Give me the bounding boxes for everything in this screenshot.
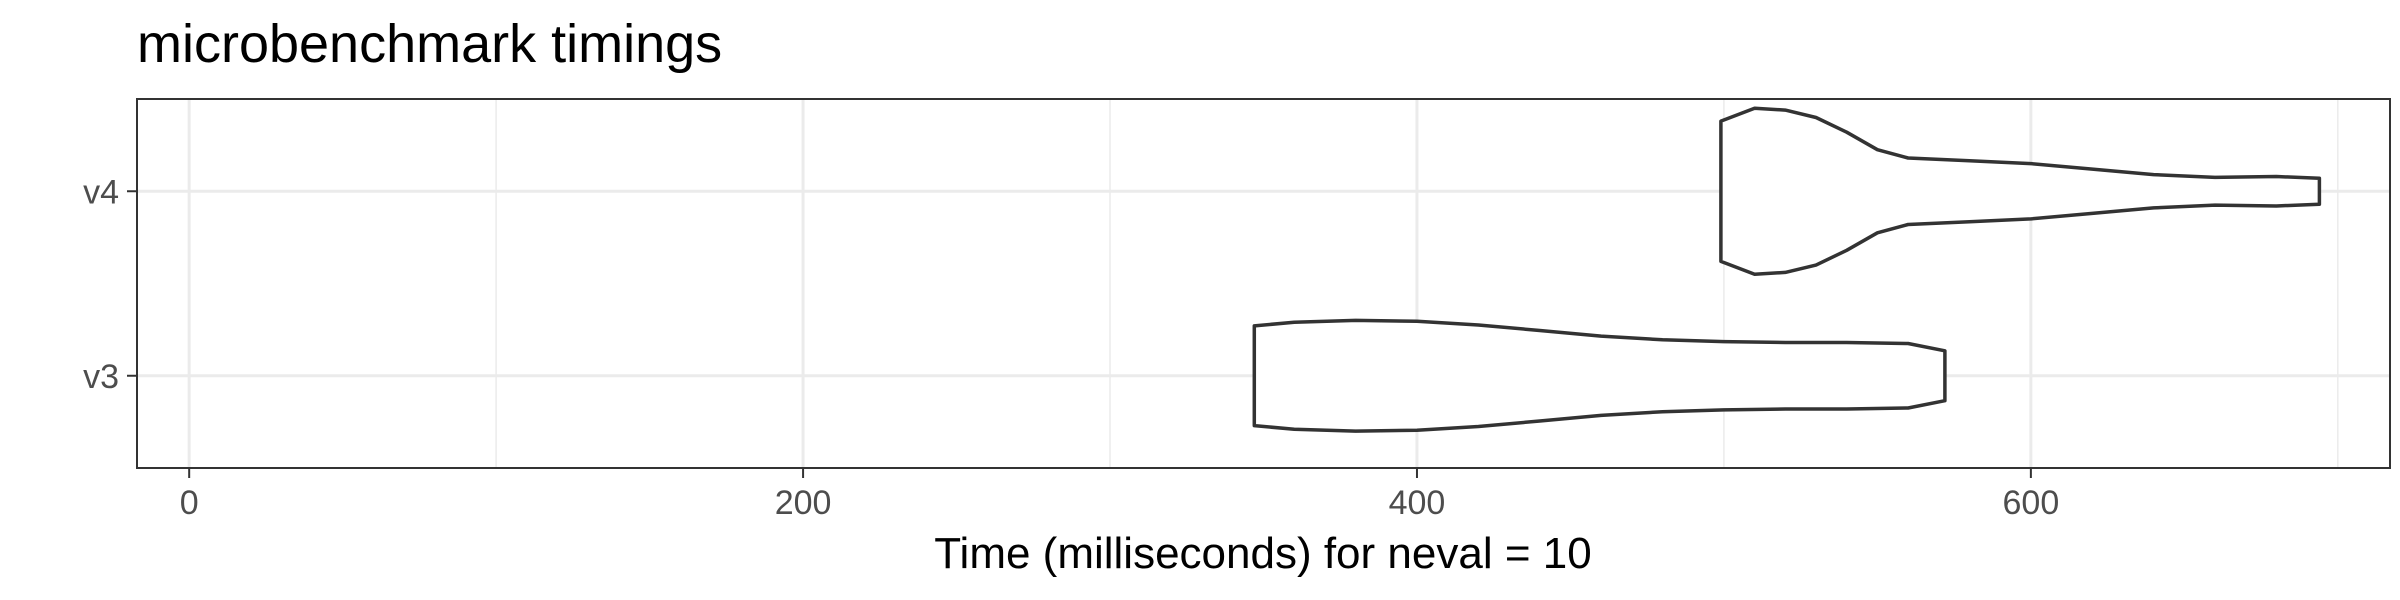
violins xyxy=(1252,106,2322,433)
x-tick-label: 400 xyxy=(1389,484,1446,522)
chart-title: microbenchmark timings xyxy=(137,14,722,74)
axes: 0 200 400 600 v3 v4 xyxy=(83,173,2059,522)
violin-v3 xyxy=(1252,318,1947,433)
x-tick-label: 0 xyxy=(180,484,199,522)
y-tick-label: v3 xyxy=(83,358,119,396)
x-tick-label: 200 xyxy=(775,484,832,522)
violin-v4 xyxy=(1719,106,2322,277)
y-tick-label: v4 xyxy=(83,173,119,211)
panel-border xyxy=(136,98,2391,469)
x-tick-label: 600 xyxy=(2003,484,2060,522)
x-axis-title: Time (milliseconds) for neval = 10 xyxy=(934,529,1591,578)
